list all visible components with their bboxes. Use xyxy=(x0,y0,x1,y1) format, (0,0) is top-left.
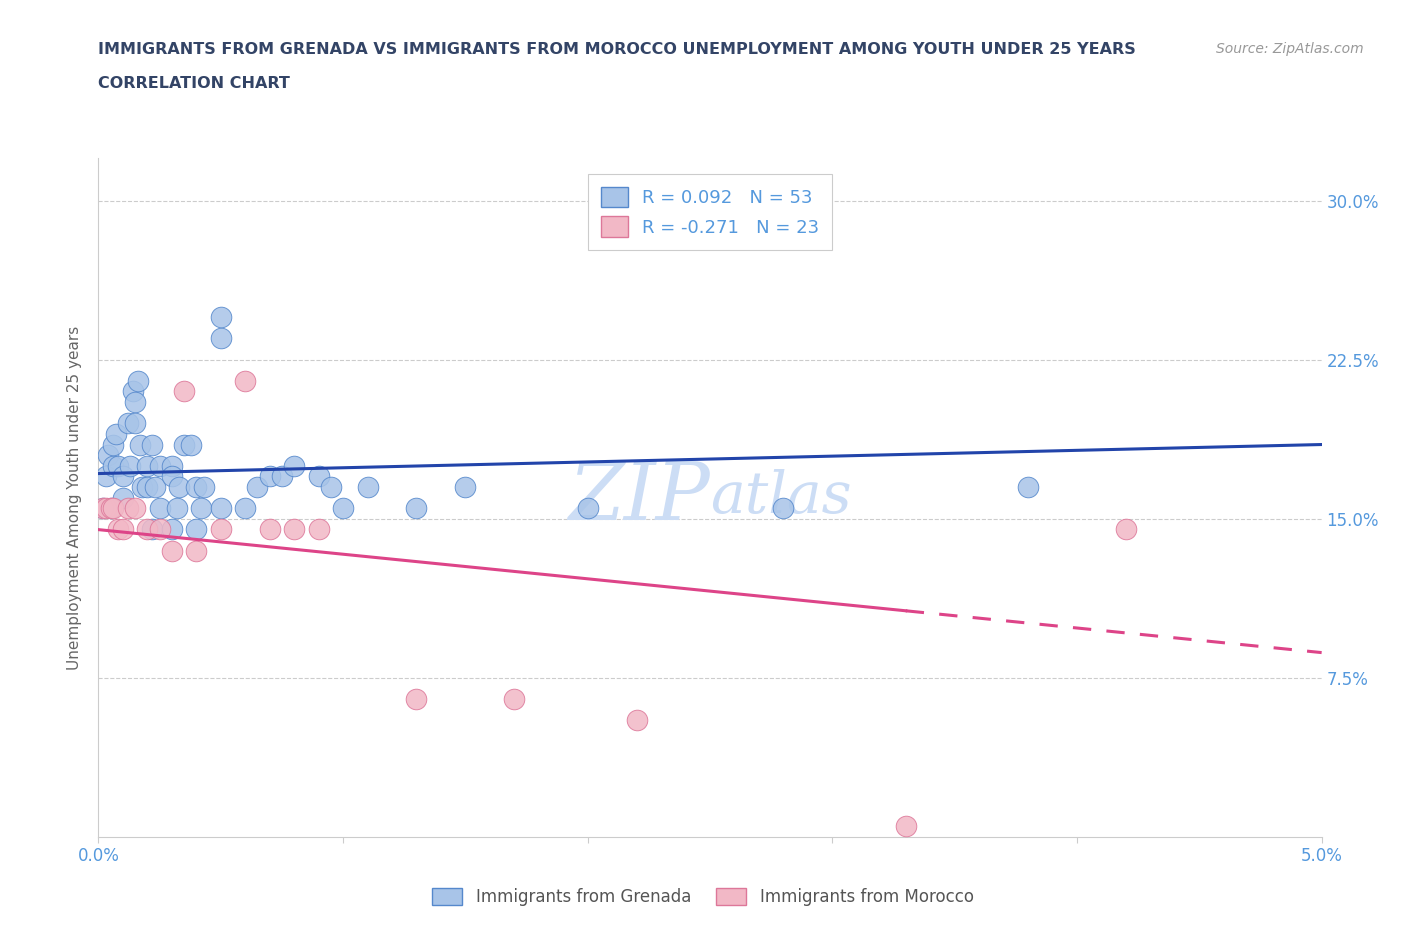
Point xyxy=(180,437,202,452)
Point xyxy=(160,458,183,473)
Point xyxy=(454,480,477,495)
Point xyxy=(94,469,117,484)
Point xyxy=(233,374,256,389)
Point xyxy=(283,458,305,473)
Point xyxy=(319,480,342,495)
Point xyxy=(149,458,172,473)
Point xyxy=(405,500,427,515)
Point xyxy=(94,500,117,515)
Point xyxy=(136,458,159,473)
Point xyxy=(356,480,378,495)
Text: CORRELATION CHART: CORRELATION CHART xyxy=(98,76,290,91)
Y-axis label: Unemployment Among Youth under 25 years: Unemployment Among Youth under 25 years xyxy=(67,326,83,670)
Point xyxy=(120,458,142,473)
Point xyxy=(124,500,146,515)
Text: ZIP: ZIP xyxy=(568,458,710,537)
Point xyxy=(259,469,281,484)
Point xyxy=(100,500,122,515)
Point xyxy=(233,500,256,515)
Text: atlas: atlas xyxy=(710,470,852,525)
Point xyxy=(186,543,208,558)
Point xyxy=(111,490,134,505)
Point xyxy=(332,500,354,515)
Point xyxy=(121,384,143,399)
Point xyxy=(149,500,172,515)
Point xyxy=(101,437,124,452)
Point xyxy=(91,500,114,515)
Point xyxy=(149,522,172,537)
Point xyxy=(104,427,127,442)
Point xyxy=(308,469,330,484)
Point xyxy=(209,331,232,346)
Point xyxy=(173,437,195,452)
Point xyxy=(141,437,163,452)
Point xyxy=(111,469,134,484)
Point xyxy=(186,480,208,495)
Point xyxy=(626,713,648,728)
Legend: R = 0.092   N = 53, R = -0.271   N = 23: R = 0.092 N = 53, R = -0.271 N = 23 xyxy=(588,174,832,250)
Point xyxy=(308,522,330,537)
Point xyxy=(772,500,794,515)
Point xyxy=(124,394,146,409)
Point xyxy=(209,522,232,537)
Point xyxy=(97,447,120,462)
Point xyxy=(101,500,124,515)
Point xyxy=(167,480,190,495)
Point xyxy=(1017,480,1039,495)
Point xyxy=(193,480,215,495)
Point xyxy=(186,522,208,537)
Point xyxy=(127,374,149,389)
Point xyxy=(173,384,195,399)
Point xyxy=(246,480,269,495)
Point xyxy=(136,480,159,495)
Point xyxy=(136,522,159,537)
Point xyxy=(124,416,146,431)
Point xyxy=(101,458,124,473)
Point xyxy=(143,480,166,495)
Point xyxy=(209,500,232,515)
Text: IMMIGRANTS FROM GRENADA VS IMMIGRANTS FROM MOROCCO UNEMPLOYMENT AMONG YOUTH UNDE: IMMIGRANTS FROM GRENADA VS IMMIGRANTS FR… xyxy=(98,42,1136,57)
Point xyxy=(107,458,129,473)
Point xyxy=(160,543,183,558)
Point xyxy=(160,469,183,484)
Point xyxy=(259,522,281,537)
Point xyxy=(117,416,139,431)
Point xyxy=(131,480,153,495)
Point xyxy=(129,437,152,452)
Point xyxy=(576,500,599,515)
Point xyxy=(107,522,129,537)
Point xyxy=(1115,522,1137,537)
Point xyxy=(270,469,292,484)
Point xyxy=(117,500,139,515)
Point xyxy=(190,500,212,515)
Point xyxy=(141,522,163,537)
Point xyxy=(91,500,114,515)
Point xyxy=(111,522,134,537)
Point xyxy=(405,692,427,707)
Point xyxy=(100,500,122,515)
Point xyxy=(160,522,183,537)
Text: Source: ZipAtlas.com: Source: ZipAtlas.com xyxy=(1216,42,1364,56)
Point xyxy=(503,692,526,707)
Point xyxy=(283,522,305,537)
Point xyxy=(894,819,917,834)
Legend: Immigrants from Grenada, Immigrants from Morocco: Immigrants from Grenada, Immigrants from… xyxy=(426,881,980,912)
Point xyxy=(166,500,188,515)
Point xyxy=(209,310,232,325)
